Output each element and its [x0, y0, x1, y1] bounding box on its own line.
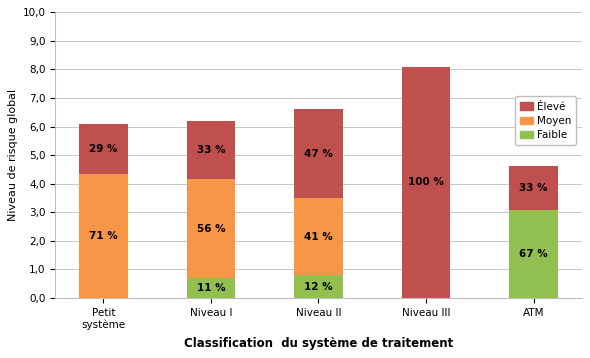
- Text: 33 %: 33 %: [519, 183, 548, 193]
- Text: 33 %: 33 %: [196, 145, 225, 155]
- Text: 29 %: 29 %: [89, 144, 117, 154]
- Bar: [294, 110, 343, 198]
- Text: 56 %: 56 %: [196, 224, 225, 234]
- X-axis label: Classification  du système de traitement: Classification du système de traitement: [184, 337, 453, 350]
- Text: 11 %: 11 %: [196, 283, 225, 293]
- Bar: [79, 174, 127, 298]
- Bar: [402, 67, 450, 298]
- Bar: [509, 210, 558, 298]
- Bar: [186, 121, 235, 179]
- Text: 71 %: 71 %: [89, 231, 118, 241]
- Bar: [79, 124, 127, 174]
- Bar: [509, 166, 558, 210]
- Bar: [294, 275, 343, 298]
- Bar: [186, 179, 235, 279]
- Y-axis label: Niveau de risque global: Niveau de risque global: [8, 89, 18, 221]
- Text: 41 %: 41 %: [304, 232, 333, 242]
- Text: 100 %: 100 %: [408, 177, 444, 187]
- Bar: [294, 198, 343, 275]
- Text: 47 %: 47 %: [304, 149, 333, 159]
- Legend: Élevé, Moyen, Faible: Élevé, Moyen, Faible: [515, 96, 576, 145]
- Bar: [186, 279, 235, 298]
- Text: 67 %: 67 %: [519, 249, 548, 259]
- Text: 12 %: 12 %: [304, 281, 333, 291]
